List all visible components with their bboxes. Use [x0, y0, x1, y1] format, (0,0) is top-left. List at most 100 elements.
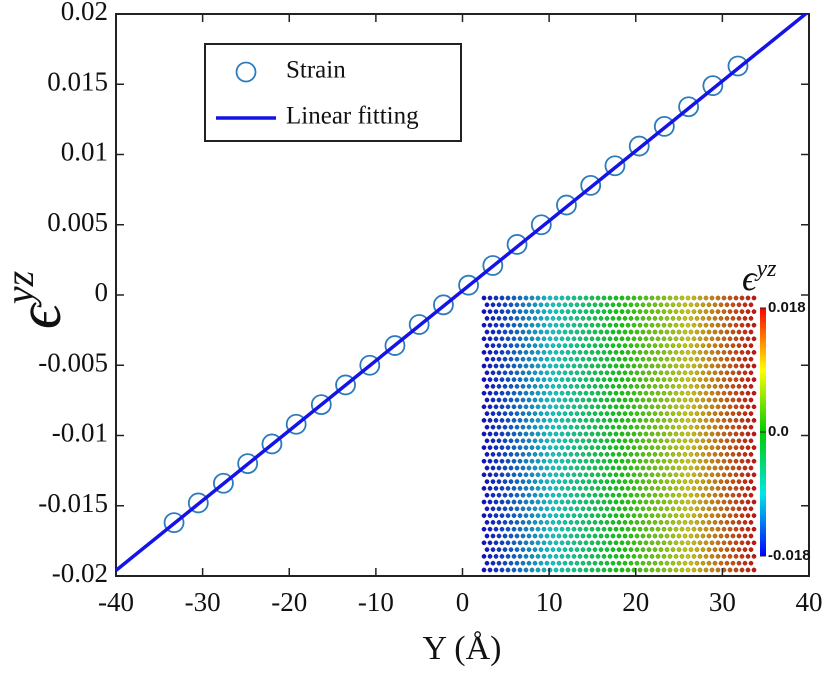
atom — [619, 499, 625, 505]
atom — [682, 547, 688, 552]
atom — [571, 309, 577, 314]
atom — [550, 316, 556, 321]
atom — [628, 384, 634, 389]
atom — [505, 540, 511, 546]
atom — [577, 418, 583, 423]
atom — [652, 384, 658, 389]
atom — [667, 322, 673, 328]
atom — [667, 567, 673, 573]
atom — [742, 465, 748, 471]
atom — [646, 560, 652, 566]
atom — [679, 295, 685, 301]
y-tick-label: -0.015 — [38, 488, 108, 518]
atom — [655, 404, 661, 410]
atom — [736, 329, 742, 335]
atom — [622, 465, 628, 471]
atom — [544, 316, 550, 321]
atom — [712, 370, 718, 376]
y-tick-label: -0.01 — [52, 418, 108, 448]
atom — [739, 363, 745, 369]
atom — [745, 554, 751, 559]
atom — [664, 316, 670, 321]
atom — [634, 384, 640, 389]
atom — [733, 472, 739, 478]
data-point — [408, 314, 430, 335]
atom — [613, 418, 619, 423]
atom — [664, 397, 670, 403]
atom — [547, 309, 553, 314]
atom — [685, 526, 691, 532]
atom — [574, 343, 580, 348]
atom — [643, 445, 649, 450]
atom — [544, 547, 550, 552]
atom — [484, 411, 490, 416]
atom — [655, 445, 661, 450]
atom — [577, 554, 583, 559]
atom — [721, 513, 727, 518]
atom — [727, 418, 733, 423]
atom — [643, 458, 649, 464]
atom — [550, 520, 556, 525]
atom — [508, 479, 514, 484]
atom — [568, 533, 574, 539]
atom — [517, 377, 523, 382]
atom — [679, 445, 685, 450]
atom — [505, 445, 511, 450]
atom — [532, 438, 538, 444]
atom — [652, 547, 658, 552]
atom — [520, 411, 526, 416]
atom — [676, 370, 682, 376]
atom — [496, 479, 502, 484]
atom — [628, 356, 634, 362]
atom — [643, 540, 649, 546]
atom — [550, 370, 556, 376]
atom — [697, 363, 703, 369]
atom — [709, 526, 715, 532]
atom — [610, 452, 616, 457]
atom — [634, 492, 640, 498]
atom — [502, 492, 508, 498]
atom — [694, 520, 700, 525]
atom — [631, 404, 637, 410]
atom — [691, 458, 697, 464]
atom — [550, 492, 556, 498]
atom — [523, 499, 529, 505]
atom — [697, 526, 703, 532]
atom — [613, 350, 619, 355]
atom — [511, 540, 517, 546]
atom — [664, 356, 670, 362]
atom — [718, 479, 724, 484]
atom — [592, 384, 598, 389]
atom — [613, 554, 619, 559]
atom — [697, 472, 703, 478]
atom — [721, 404, 727, 410]
atom — [640, 479, 646, 484]
atom — [733, 567, 739, 573]
atom — [529, 472, 535, 478]
atom — [724, 533, 730, 539]
atom — [499, 458, 505, 464]
atom — [619, 309, 625, 314]
atom — [688, 397, 694, 403]
atom — [505, 418, 511, 423]
atom — [604, 465, 610, 471]
atom — [484, 356, 490, 362]
atom — [514, 397, 520, 403]
atom — [646, 547, 652, 552]
atom — [742, 411, 748, 416]
atom — [670, 452, 676, 457]
atom — [568, 452, 574, 457]
atom — [520, 465, 526, 471]
atom — [541, 540, 547, 546]
atom — [736, 302, 742, 308]
atom — [646, 465, 652, 471]
atom — [625, 540, 631, 546]
atom — [580, 465, 586, 471]
atom — [718, 316, 724, 321]
atom — [511, 567, 517, 573]
atom — [643, 350, 649, 355]
atom — [640, 384, 646, 389]
atom — [706, 397, 712, 403]
atom — [619, 404, 625, 410]
atom — [526, 520, 532, 525]
